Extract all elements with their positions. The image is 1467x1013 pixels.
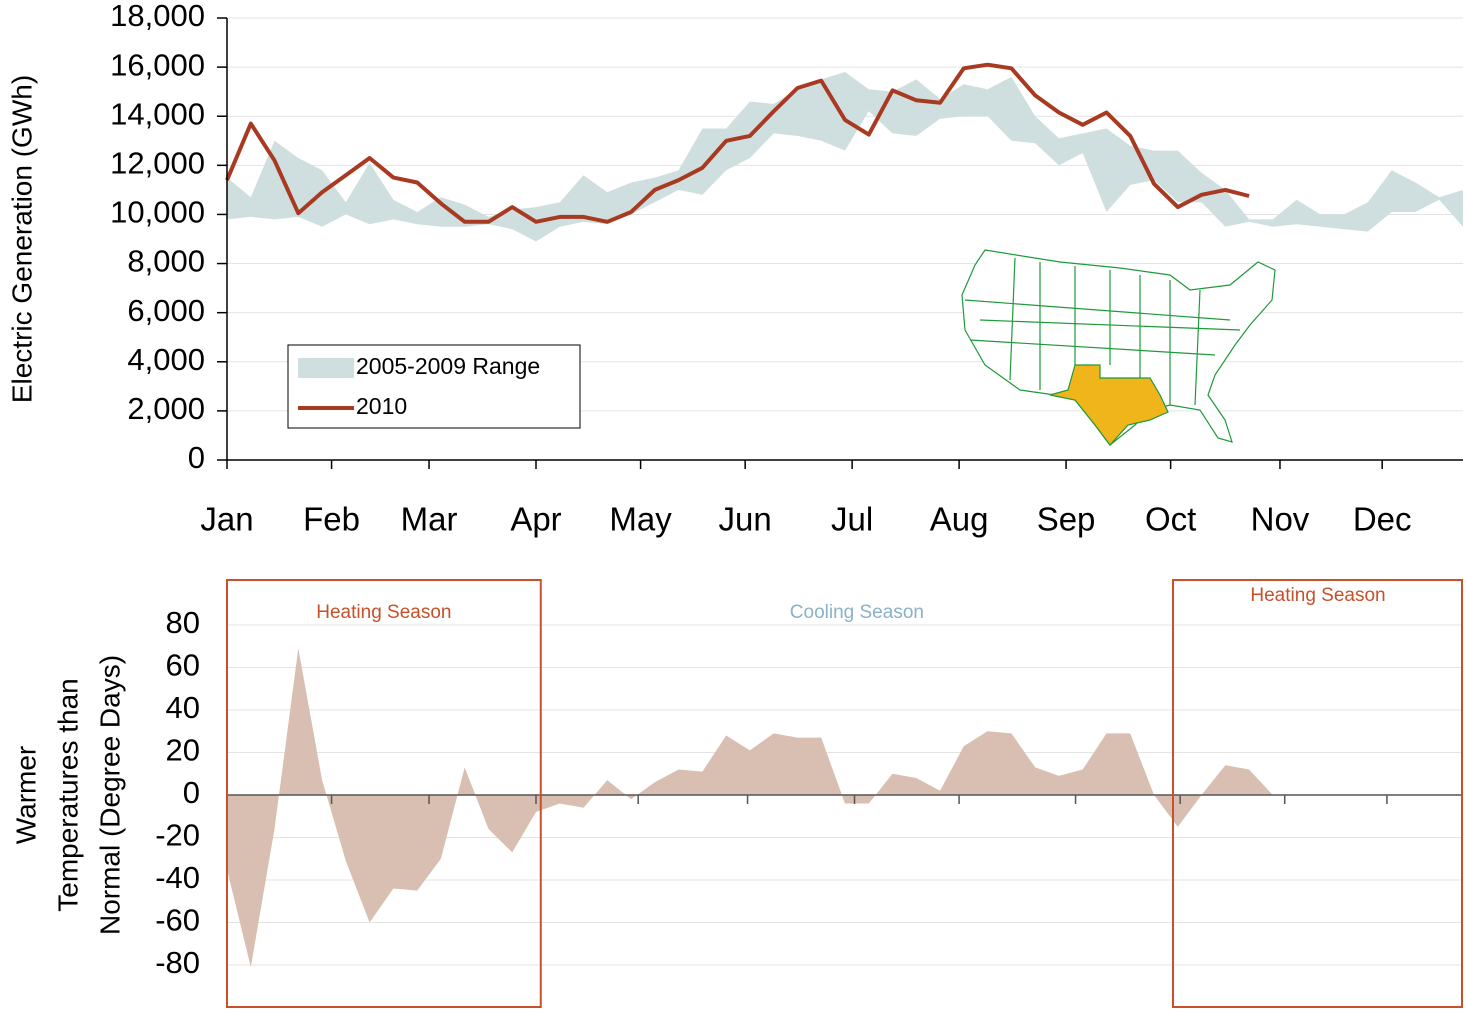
season-label: Heating Season [316, 602, 451, 623]
y-axis-label: Electric Generation (GWh) [6, 75, 37, 403]
y-tick-label: 0 [183, 775, 200, 810]
y-tick-label: -20 [155, 818, 200, 853]
x-tick-label: Apr [510, 501, 561, 538]
area [227, 648, 1273, 968]
state-borders [964, 257, 1241, 406]
y-tick-label: 16,000 [110, 47, 205, 82]
y-axis-label: Normal (Degree Days) [94, 655, 125, 935]
y-tick-label: 4,000 [127, 342, 205, 377]
legend-label: 2005-2009 Range [356, 353, 540, 379]
legend-label: 2010 [356, 393, 407, 419]
y-tick-label: 2,000 [127, 391, 205, 426]
y-tick-label: 18,000 [110, 0, 205, 33]
y-tick-label: -80 [155, 945, 200, 980]
map-inset [961, 249, 1276, 446]
y-tick-label: 20 [166, 733, 200, 768]
x-tick-label: Jul [831, 501, 873, 538]
x-tick-label: Jun [719, 501, 772, 538]
y-tick-label: 80 [166, 605, 200, 640]
legend: 2005-2009 Range 2010 [287, 344, 581, 429]
x-tick-label: Nov [1251, 501, 1310, 538]
x-tick-label: Dec [1353, 501, 1412, 538]
plot-background [227, 624, 1463, 966]
series-line [225, 62, 1250, 224]
y-tick-label: 0 [188, 440, 205, 475]
x-tick-label: Sep [1037, 501, 1096, 538]
season-label: Heating Season [1250, 585, 1385, 606]
y-tick-label: 12,000 [110, 146, 205, 181]
y-tick-label: 10,000 [110, 195, 205, 230]
region-highlight [1049, 364, 1169, 446]
y-tick-label: -40 [155, 860, 200, 895]
y-tick-label: -60 [155, 903, 200, 938]
y-axis-label: Warmer [10, 746, 41, 845]
x-tick-label: Mar [401, 501, 458, 538]
legend-box [287, 344, 581, 429]
y-tick-label: 14,000 [110, 96, 205, 131]
x-tick-label: Aug [930, 501, 989, 538]
y-tick-label: 8,000 [127, 244, 205, 279]
x-tick-label: Oct [1145, 501, 1196, 538]
season-label: Cooling Season [790, 602, 924, 623]
legend-swatch [298, 358, 354, 378]
y-tick-label: 40 [166, 690, 200, 725]
y-tick-label: 60 [166, 648, 200, 683]
x-tick-label: Jan [200, 501, 253, 538]
y-tick-label: 6,000 [127, 293, 205, 328]
season-box [226, 579, 542, 1008]
x-tick-label: Feb [303, 501, 360, 538]
y-axis-label: Temperatures than [52, 678, 83, 911]
x-tick-label: May [609, 501, 672, 538]
range-band [227, 72, 1463, 242]
season-box [1172, 579, 1463, 1008]
